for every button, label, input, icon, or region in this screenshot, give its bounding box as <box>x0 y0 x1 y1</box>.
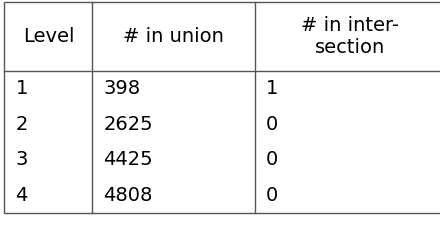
Text: 2625: 2625 <box>103 115 153 134</box>
Text: # in inter-
section: # in inter- section <box>301 16 399 57</box>
Text: Level: Level <box>22 27 74 46</box>
Text: 398: 398 <box>103 79 140 98</box>
Text: 0: 0 <box>266 186 279 205</box>
Text: 4808: 4808 <box>103 186 153 205</box>
Text: 1: 1 <box>266 79 279 98</box>
Text: 4425: 4425 <box>103 150 153 169</box>
Text: 4: 4 <box>15 186 28 205</box>
Text: 1: 1 <box>15 79 28 98</box>
Text: 0: 0 <box>266 115 279 134</box>
Text: 3: 3 <box>15 150 28 169</box>
Text: # in union: # in union <box>123 27 224 46</box>
Text: 0: 0 <box>266 150 279 169</box>
Text: 2: 2 <box>15 115 28 134</box>
